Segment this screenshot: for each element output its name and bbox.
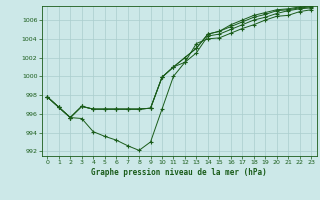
X-axis label: Graphe pression niveau de la mer (hPa): Graphe pression niveau de la mer (hPa): [91, 168, 267, 177]
